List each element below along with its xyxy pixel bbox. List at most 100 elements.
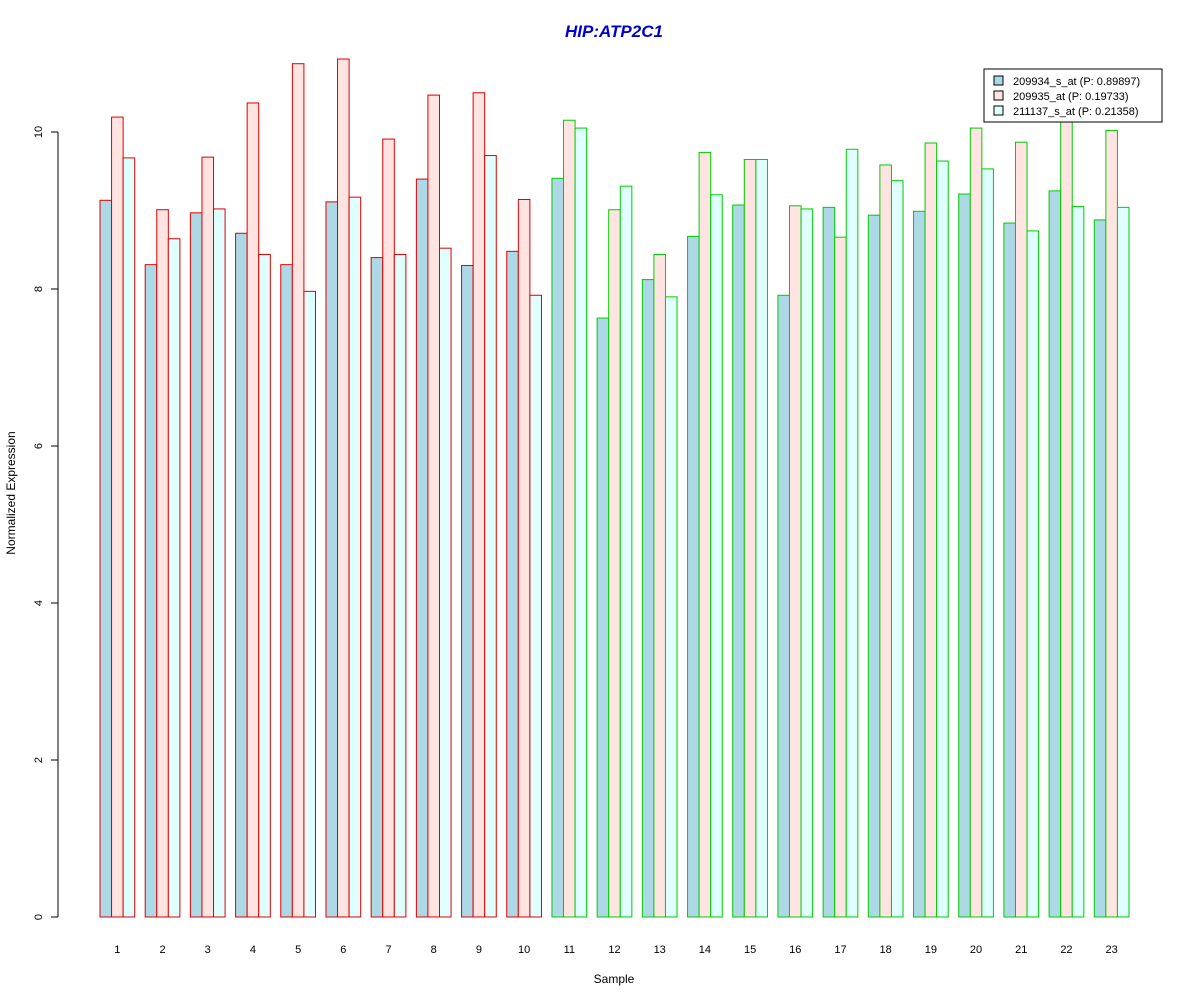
bar-sample-23-series-2 — [1105, 129, 1118, 918]
bar-sample-13-series-1 — [641, 279, 655, 918]
bar-sample-19-series-2 — [924, 142, 938, 918]
y-tick-label: 6 — [33, 443, 45, 449]
bar-sample-17-series-2 — [834, 236, 847, 918]
x-tick-label-23: 23 — [1106, 944, 1118, 956]
bar-sample-11-series-3 — [574, 127, 588, 918]
bar-sample-11-series-2 — [563, 119, 576, 918]
bar-sample-12-series-3 — [619, 185, 633, 918]
bar-sample-6-series-3 — [348, 196, 362, 918]
x-tick-label-13: 13 — [654, 944, 666, 956]
bar-sample-4-series-3 — [258, 253, 271, 918]
bars-group — [99, 58, 1130, 918]
bar-sample-3-series-2 — [201, 156, 215, 918]
bar-sample-9-series-2 — [472, 92, 486, 918]
bar-sample-18-series-1 — [867, 214, 881, 918]
bar-sample-11-series-1 — [551, 177, 565, 918]
y-tick-label: 2 — [33, 757, 45, 763]
bar-sample-14-series-2 — [698, 151, 712, 918]
bar-sample-7-series-3 — [393, 253, 407, 918]
x-tick-label-5: 5 — [295, 944, 301, 956]
bar-sample-16-series-1 — [777, 294, 790, 918]
bar-sample-6-series-2 — [337, 58, 350, 918]
bar-sample-3-series-1 — [189, 212, 203, 918]
bar-sample-4-series-2 — [246, 102, 260, 918]
x-tick-label-6: 6 — [340, 944, 346, 956]
bar-sample-16-series-2 — [789, 205, 802, 918]
bar-sample-5-series-2 — [291, 63, 305, 918]
bar-sample-20-series-2 — [969, 127, 983, 918]
legend-swatch-1 — [993, 75, 1004, 86]
y-tick-label: 4 — [33, 600, 45, 606]
legend-label-2: 209935_at (P: 0.19733) — [1013, 91, 1129, 103]
x-tick-label-11: 11 — [564, 944, 575, 956]
bar-sample-22-series-1 — [1048, 190, 1062, 918]
x-tick-label-12: 12 — [608, 944, 620, 956]
x-tick-label-17: 17 — [834, 944, 846, 956]
x-tick-label-1: 1 — [114, 944, 120, 956]
x-tick-label-21: 21 — [1015, 944, 1027, 956]
x-tick-label-2: 2 — [159, 944, 165, 956]
legend: 209934_s_at (P: 0.89897) 209935_at (P: 0.… — [983, 68, 1163, 123]
bar-sample-14-series-3 — [710, 194, 723, 918]
bar-sample-17-series-1 — [822, 206, 836, 918]
legend-box — [983, 68, 1163, 123]
x-tick-label-15: 15 — [744, 944, 756, 956]
bar-sample-7-series-1 — [370, 257, 384, 918]
bar-sample-17-series-3 — [845, 148, 859, 918]
bar-sample-20-series-1 — [958, 193, 971, 918]
bar-sample-21-series-2 — [1014, 141, 1028, 918]
bar-sample-13-series-2 — [653, 253, 666, 918]
bar-sample-19-series-1 — [913, 210, 926, 918]
bar-sample-8-series-1 — [415, 178, 429, 918]
y-axis: 0 2 4 6 8 10 — [33, 126, 59, 920]
bar-sample-19-series-3 — [936, 160, 949, 918]
bar-sample-2-series-1 — [144, 264, 158, 918]
bar-sample-10-series-3 — [529, 294, 542, 918]
x-tick-label-4: 4 — [250, 944, 256, 956]
bar-sample-1-series-3 — [122, 157, 136, 918]
bar-sample-3-series-3 — [213, 208, 226, 918]
bar-sample-20-series-3 — [981, 168, 994, 918]
bar-sample-5-series-1 — [280, 264, 293, 918]
bar-sample-10-series-1 — [506, 250, 519, 918]
bar-sample-1-series-2 — [111, 116, 124, 918]
bar-sample-8-series-3 — [439, 247, 452, 918]
y-tick-label: 0 — [33, 914, 45, 920]
bar-sample-6-series-1 — [325, 201, 339, 918]
bar-sample-5-series-3 — [303, 290, 316, 918]
bar-sample-7-series-2 — [382, 138, 395, 918]
bar-sample-23-series-1 — [1093, 219, 1107, 918]
legend-label-1: 209934_s_at (P: 0.89897) — [1013, 76, 1140, 88]
bar-sample-14-series-1 — [687, 235, 700, 918]
bar-sample-9-series-1 — [461, 264, 474, 918]
x-tick-label-20: 20 — [970, 944, 982, 956]
bar-sample-16-series-3 — [800, 208, 814, 918]
legend-label-3: 211137_s_at (P: 0.21358) — [1013, 106, 1139, 118]
x-tick-label-7: 7 — [385, 944, 391, 956]
bar-sample-23-series-3 — [1116, 206, 1130, 918]
bar-sample-13-series-3 — [664, 296, 678, 918]
bar-sample-12-series-1 — [596, 317, 610, 918]
bar-sample-4-series-1 — [235, 232, 248, 918]
y-axis-title: Normalized Expression — [4, 431, 18, 554]
bar-sample-2-series-3 — [167, 238, 181, 918]
legend-swatch-3 — [993, 105, 1004, 116]
x-axis-title: Sample — [594, 972, 635, 986]
x-tick-label-14: 14 — [699, 944, 711, 956]
y-tick-label: 10 — [33, 126, 45, 138]
bar-sample-2-series-2 — [156, 209, 169, 918]
x-tick-label-9: 9 — [476, 944, 482, 956]
x-tick-label-16: 16 — [789, 944, 801, 956]
x-axis-tick-labels: 1 2 3 4 5 6 7 8 9 10 11 12 13 14 15 16 17 18 19 20 21 22 23 — [114, 944, 1117, 956]
x-tick-label-8: 8 — [431, 944, 437, 956]
x-tick-label-18: 18 — [880, 944, 892, 956]
legend-swatch-2 — [993, 90, 1004, 101]
bar-sample-1-series-1 — [99, 199, 113, 918]
bar-sample-12-series-2 — [608, 209, 621, 918]
y-tick-label: 8 — [33, 286, 45, 292]
bar-sample-15-series-1 — [732, 204, 745, 918]
bar-sample-21-series-3 — [1026, 230, 1040, 918]
bar-sample-15-series-2 — [743, 158, 757, 918]
